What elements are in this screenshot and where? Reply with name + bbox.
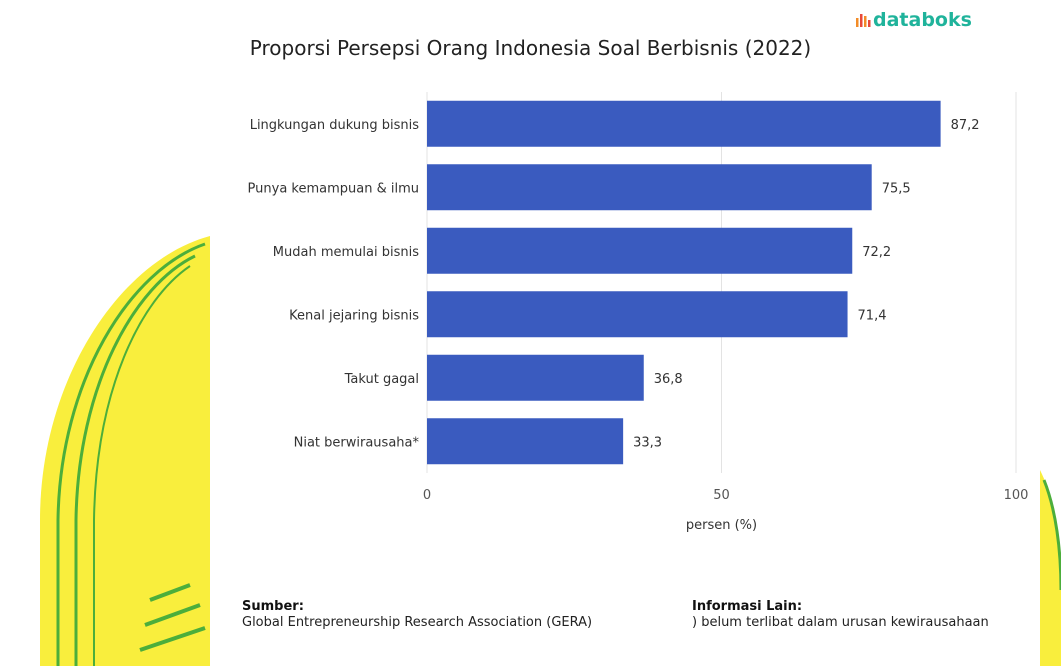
value-label: 33,3	[633, 435, 662, 450]
category-label: Takut gagal	[344, 372, 419, 387]
value-label: 72,2	[862, 245, 891, 260]
source-label: Sumber:	[242, 599, 304, 614]
value-label: 87,2	[951, 118, 980, 133]
value-label: 75,5	[882, 181, 911, 196]
value-label: 71,4	[858, 308, 887, 323]
bar-chart: Lingkungan dukung bisnis 87,2 Punya kemamp…	[248, 92, 1029, 533]
info-label: Informasi Lain:	[692, 599, 803, 614]
bar	[427, 418, 624, 465]
x-tick-label: 100	[1004, 488, 1029, 503]
bar	[427, 291, 848, 338]
value-label: 36,8	[654, 372, 683, 387]
category-label: Punya kemampuan & ilmu	[248, 181, 419, 196]
chart-title: Proporsi Persepsi Orang Indonesia Soal B…	[249, 36, 812, 60]
info-text: ) belum terlibat dalam urusan kewirausah…	[692, 615, 989, 630]
databoks-logo: databoks	[873, 9, 972, 31]
category-label: Niat berwirausaha*	[294, 435, 420, 450]
category-label: Kenal jejaring bisnis	[289, 308, 419, 323]
databoks-logo-icon	[856, 14, 871, 27]
bar	[427, 354, 644, 401]
x-tick-label: 50	[713, 488, 730, 503]
category-label: Lingkungan dukung bisnis	[250, 118, 420, 133]
bar	[427, 100, 941, 147]
bar	[427, 164, 872, 211]
x-tick-label: 0	[423, 488, 431, 503]
category-label: Mudah memulai bisnis	[273, 245, 419, 260]
bar	[427, 227, 853, 274]
source-text: Global Entrepreneurship Research Associa…	[242, 615, 593, 630]
x-axis-label: persen (%)	[686, 518, 757, 533]
